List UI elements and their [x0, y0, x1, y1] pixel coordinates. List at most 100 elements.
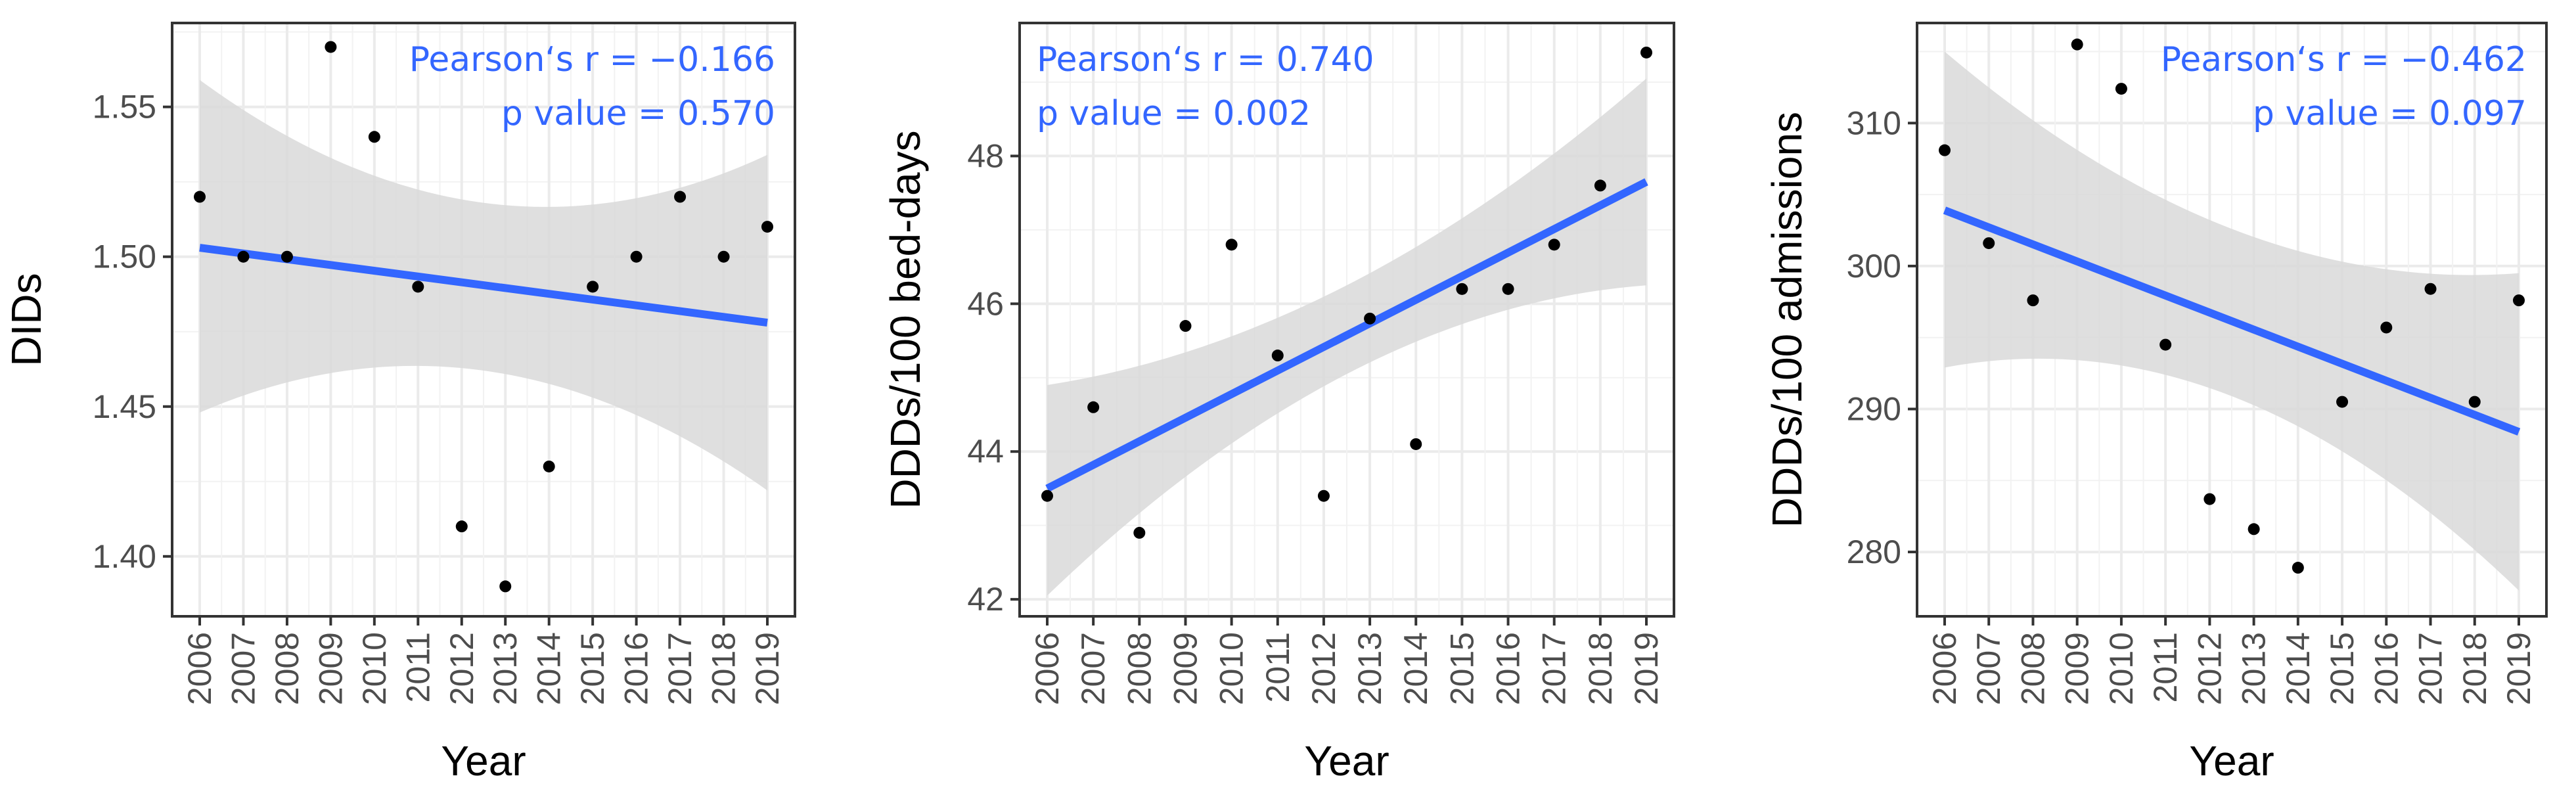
data-point-2012 [2203, 493, 2216, 505]
x-tick-label: 2008 [2014, 632, 2051, 705]
data-point-2011 [412, 281, 424, 293]
data-point-2017 [1548, 239, 1560, 251]
y-tick-label: 42 [967, 581, 1004, 618]
y-tick-label: 1.55 [93, 89, 156, 125]
data-point-2012 [1317, 490, 1330, 502]
x-tick-label: 2007 [225, 632, 261, 705]
data-point-2009 [2071, 38, 2083, 51]
panel-border [171, 22, 796, 618]
data-point-2015 [1456, 283, 1468, 295]
data-point-2013 [1364, 312, 1376, 325]
x-tick-label: 2008 [1121, 632, 1158, 705]
data-point-2017 [674, 191, 687, 203]
x-tick-label: 2014 [531, 632, 568, 705]
x-tick-label: 2011 [1259, 632, 1296, 703]
panel-border [1916, 22, 2548, 618]
y-tick-label: 1.50 [93, 239, 156, 275]
x-tick-label: 2011 [2147, 632, 2184, 703]
pearson-r-annotation: Pearson‘s r = −0.166 [409, 40, 775, 80]
x-tick-label: 2016 [2368, 632, 2405, 705]
y-tick-label: 48 [967, 137, 1004, 174]
data-point-2018 [717, 250, 730, 263]
data-point-2011 [2159, 338, 2172, 351]
x-tick-label: 2019 [749, 632, 786, 705]
x-tick-label: 2016 [618, 632, 655, 705]
x-tick-label: 2018 [706, 632, 742, 705]
data-point-2014 [2292, 562, 2304, 574]
x-tick-label: 2010 [356, 632, 393, 705]
x-axis-title: Year [2189, 737, 2274, 785]
x-tick-label: 2012 [443, 632, 480, 705]
data-point-2019 [1640, 46, 1652, 58]
regression-line [199, 244, 768, 327]
data-point-2019 [761, 221, 773, 233]
regression-line [1045, 178, 1648, 492]
y-tick-label: 46 [967, 285, 1004, 322]
data-point-2011 [1271, 350, 1284, 362]
data-point-2016 [2380, 321, 2393, 334]
data-point-2019 [2513, 294, 2525, 307]
chart-panel-1: 1.40 1.45 1.50 1.55 2006 2007 2008 2009 2010 2011… [3, 22, 796, 785]
regression-line [1943, 206, 2521, 436]
data-point-2015 [587, 281, 599, 293]
x-tick-label: 2015 [574, 632, 611, 705]
x-tick-label: 2013 [2236, 632, 2272, 705]
y-tick-label: 44 [967, 433, 1004, 470]
data-point-2008 [281, 250, 293, 263]
y-tick-label: 1.45 [93, 388, 156, 425]
x-axis-title: Year [1304, 737, 1389, 785]
data-point-2010 [368, 131, 380, 143]
x-tick-label: 2012 [1305, 632, 1342, 705]
p-value-annotation: p value = 0.570 [501, 94, 775, 133]
x-tick-label: 2007 [1075, 632, 1112, 705]
x-tick-label: 2019 [2500, 632, 2537, 705]
x-tick-label: 2009 [2059, 632, 2096, 705]
x-tick-label: 2011 [399, 632, 436, 703]
x-tick-label: 2019 [1628, 632, 1665, 705]
x-tick-label: 2010 [2103, 632, 2140, 705]
data-point-2008 [1133, 526, 1146, 539]
x-tick-label: 2017 [2412, 632, 2449, 705]
p-value-annotation: p value = 0.002 [1037, 94, 1311, 133]
data-point-2016 [1502, 283, 1514, 295]
data-point-2006 [1041, 490, 1053, 502]
x-tick-label: 2006 [1926, 632, 1963, 705]
data-point-2014 [1410, 438, 1422, 450]
data-point-2013 [2248, 523, 2260, 535]
x-axis-title: Year [441, 737, 526, 785]
x-tick-label: 2014 [1397, 632, 1434, 705]
panel-border [1018, 22, 1675, 618]
y-tick-label: 1.40 [93, 538, 156, 575]
data-point-2013 [499, 580, 512, 593]
x-tick-label: 2013 [487, 632, 524, 705]
x-tick-label: 2009 [312, 632, 349, 705]
data-point-2007 [1087, 401, 1100, 413]
chart-panel-2: 42 44 46 48 2006 2007 2008 2009 2010 2011 2012 2013… [882, 22, 1675, 785]
y-axis-title: DIDs [3, 273, 50, 366]
pearson-r-annotation: Pearson‘s r = −0.462 [2161, 40, 2527, 80]
pearson-r-annotation: Pearson‘s r = 0.740 [1037, 40, 1374, 80]
data-point-2014 [543, 460, 555, 472]
x-tick-label: 2018 [2456, 632, 2493, 705]
data-point-2012 [455, 520, 468, 533]
data-point-2010 [2115, 83, 2127, 95]
y-axis-title: DDDs/100 admissions [1763, 112, 1811, 528]
x-tick-label: 2007 [1970, 632, 2007, 705]
x-tick-label: 2017 [662, 632, 698, 705]
data-point-2010 [1225, 239, 1238, 251]
data-point-2015 [2336, 396, 2349, 408]
x-tick-label: 2017 [1536, 632, 1573, 705]
x-tick-label: 2014 [2280, 632, 2316, 705]
y-tick-label: 310 [1847, 104, 1901, 141]
x-tick-label: 2006 [1029, 632, 1066, 705]
x-tick-label: 2012 [2191, 632, 2228, 705]
data-point-2018 [2468, 396, 2481, 408]
data-point-2009 [1179, 320, 1192, 332]
y-tick-label: 280 [1847, 534, 1901, 570]
data-point-2008 [2027, 294, 2039, 307]
data-point-2016 [630, 250, 643, 263]
chart-panel-3: 280 290 300 310 2006 2007 2008 2009 2010 2011 2012… [1763, 22, 2548, 785]
data-point-2017 [2424, 283, 2437, 295]
x-tick-label: 2010 [1213, 632, 1250, 705]
